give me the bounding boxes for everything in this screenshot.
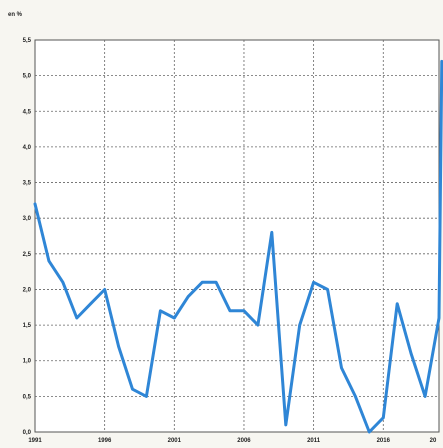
data-point: [200, 281, 204, 284]
x-tick-label: 2011: [307, 438, 321, 444]
data-point: [103, 288, 106, 291]
y-tick-label: 4,5: [23, 109, 32, 115]
data-point: [326, 288, 329, 291]
x-axis-ticks: 1991 1996 2001 2006 2011 2016 20: [28, 438, 437, 444]
data-point: [423, 395, 427, 398]
y-axis-ticks: 0,0 0,5 1,0 1,5 2,0 2,5 3,0 3,5 4,0 4,5 5,0 5,5: [23, 38, 32, 436]
data-point: [396, 302, 399, 305]
data-point: [173, 316, 176, 320]
data-point: [214, 281, 218, 284]
data-point: [145, 395, 148, 398]
data-point: [284, 423, 287, 427]
series-line: [33, 59, 443, 434]
data-point: [437, 316, 441, 320]
data-point: [228, 309, 232, 313]
y-tick-label: 5,0: [23, 74, 32, 80]
y-tick-label: 3,0: [23, 216, 32, 222]
data-point: [89, 302, 92, 305]
y-tick-label: 4,0: [23, 145, 32, 151]
y-tick-label: 0,0: [23, 430, 32, 436]
x-tick-label: 2006: [237, 438, 251, 444]
data-point: [340, 366, 343, 370]
data-point: [33, 202, 37, 206]
data-point: [117, 345, 120, 348]
x-tick-label: 20: [430, 438, 437, 444]
data-point: [61, 281, 65, 284]
series-points: [33, 60, 443, 434]
data-point: [131, 388, 134, 391]
data-point: [312, 281, 315, 284]
data-point: [270, 231, 274, 234]
x-tick-label: 2001: [168, 438, 182, 444]
x-tick-label: 2016: [377, 438, 391, 444]
y-tick-label: 1,0: [23, 359, 32, 365]
plot-area: [34, 39, 440, 433]
data-point: [47, 259, 51, 263]
y-axis-label: en %: [8, 12, 23, 18]
data-point: [75, 316, 78, 320]
data-point: [440, 60, 443, 63]
data-point: [242, 309, 246, 313]
data-point: [409, 352, 413, 355]
y-tick-label: 1,5: [23, 323, 32, 329]
data-point: [187, 295, 190, 298]
y-tick-label: 2,0: [23, 287, 32, 293]
y-tick-label: 5,5: [23, 38, 32, 44]
data-point: [159, 309, 162, 313]
x-tick-label: 1996: [98, 438, 112, 444]
data-point: [354, 395, 357, 398]
data-point: [382, 416, 385, 419]
data-point: [298, 323, 301, 327]
x-tick-label: 1991: [28, 438, 42, 444]
grid: [35, 40, 439, 432]
data-point: [368, 430, 371, 434]
data-point: [256, 323, 260, 327]
y-tick-label: 2,5: [23, 252, 32, 258]
y-tick-label: 3,5: [23, 181, 32, 187]
y-tick-label: 0,5: [23, 394, 32, 400]
